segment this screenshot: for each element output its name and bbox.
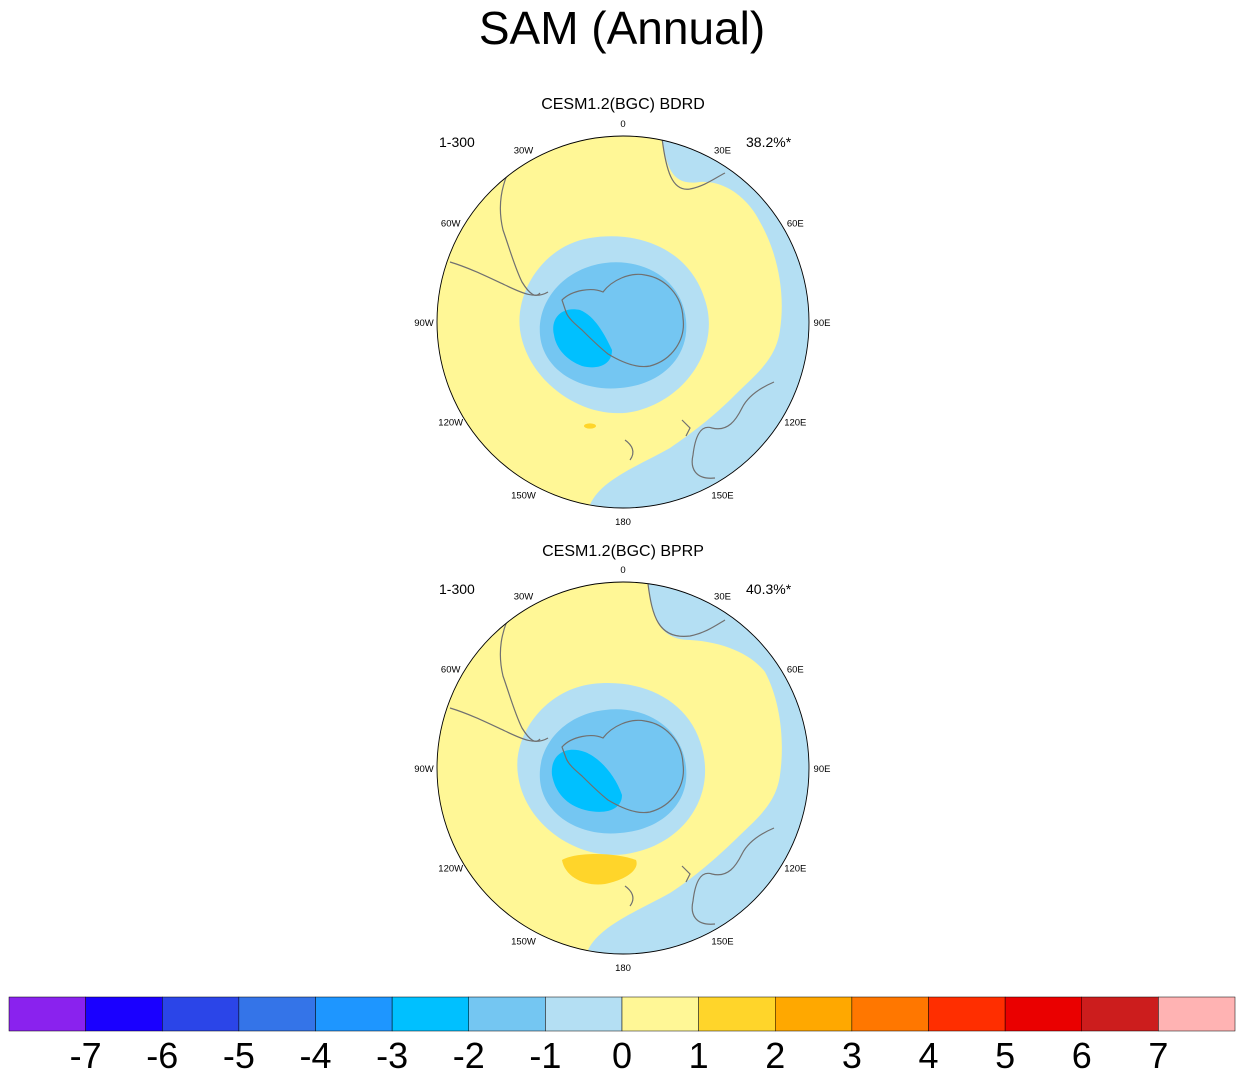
longitude-label: 60W	[441, 665, 461, 676]
panel-2-contour-plus1	[562, 854, 637, 885]
panel-1-negative-band	[590, 136, 809, 508]
colorbar-box	[775, 996, 853, 1032]
panel-2-negative-band	[588, 582, 809, 954]
panel-2-longitude-labels: 0 30E 60E 90E 120E 150E 180 150W 120W 90W 60W 30W	[414, 565, 830, 974]
colorbar-tick-label: 5	[995, 1035, 1015, 1076]
colorbar-tick-label: 6	[1072, 1035, 1092, 1076]
longitude-label: 180	[615, 517, 631, 528]
longitude-label: 90E	[814, 318, 831, 329]
panel-1-title: CESM1.2(BGC) BDRD	[541, 96, 705, 113]
panel-2-boundary	[436, 581, 810, 955]
longitude-label: 90E	[814, 764, 831, 775]
map-panel-1: CESM1.2(BGC) BDRD 1-300 38.2%* 0	[414, 96, 830, 528]
panel-1-map-fill	[437, 136, 809, 508]
colorbar-tick-label: 7	[1148, 1035, 1168, 1076]
panel-1-boundary	[436, 135, 810, 509]
colorbar-tick-label: -1	[529, 1035, 561, 1076]
colorbar-box	[545, 996, 623, 1032]
panel-2-right-label: 40.3%*	[746, 581, 792, 597]
longitude-label: 30E	[714, 146, 731, 157]
colorbar-box	[851, 996, 929, 1032]
colorbar-tick-label: -4	[299, 1035, 331, 1076]
colorbar-box	[315, 996, 393, 1032]
longitude-label: 120W	[438, 864, 463, 875]
longitude-label: 90W	[414, 318, 434, 329]
colorbar-tick-label: -5	[223, 1035, 255, 1076]
panel-2-coastlines	[449, 583, 775, 925]
longitude-label: 150W	[511, 490, 536, 501]
colorbar-tick-label: 0	[612, 1035, 632, 1076]
longitude-label: 180	[615, 963, 631, 974]
longitude-label: 60E	[787, 219, 804, 230]
panel-1-right-label: 38.2%*	[746, 134, 792, 150]
colorbar-box	[1158, 996, 1236, 1032]
panel-1-contour-plus1	[584, 423, 596, 429]
longitude-label: 90W	[414, 764, 434, 775]
panel-1-left-label: 1-300	[439, 134, 475, 150]
longitude-label: 150E	[711, 490, 733, 501]
longitude-label: 60W	[441, 219, 461, 230]
longitude-label: 150E	[711, 936, 733, 947]
colorbar-box	[1081, 996, 1159, 1032]
colorbar-tick-label: 2	[765, 1035, 785, 1076]
colorbar-tick-label: 3	[842, 1035, 862, 1076]
map-panel-2: CESM1.2(BGC) BPRP 1-300 40.3%* 0 30E 60E 90…	[414, 543, 830, 974]
panel-1-coastlines	[449, 137, 775, 479]
colorbar-box	[468, 996, 546, 1032]
colorbar-tick-label: 4	[918, 1035, 938, 1076]
colorbar-tick-label: 1	[689, 1035, 709, 1076]
panel-2-map-fill	[437, 582, 809, 954]
colorbar-box	[928, 996, 1006, 1032]
colorbar-box	[238, 996, 316, 1032]
colorbar-tick-label: -7	[70, 1035, 102, 1076]
longitude-label: 30W	[514, 146, 534, 157]
panel-2-left-label: 1-300	[439, 581, 475, 597]
longitude-label: 60E	[787, 665, 804, 676]
main-title: SAM (Annual)	[478, 2, 766, 54]
colorbar-tick-label: -2	[453, 1035, 485, 1076]
colorbar-box	[391, 996, 470, 1032]
panel-1-contour-minus3	[553, 309, 612, 368]
colorbar-box	[698, 996, 776, 1032]
longitude-label: 150W	[511, 936, 536, 947]
colorbar: -7 -6 -5 -4 -3 -2 -1 0 1 2 3 4 5 6 7	[8, 996, 1236, 1076]
longitude-label: 120E	[784, 864, 806, 875]
longitude-label: 30W	[514, 592, 534, 603]
panel-1-longitude-labels: 0 30E 60E 90E 120E 150E 180 150W 120W 90W 60W 30W	[414, 119, 830, 528]
longitude-label: 30E	[714, 592, 731, 603]
longitude-label: 120E	[784, 418, 806, 429]
longitude-label: 0	[620, 119, 625, 130]
colorbar-box	[1004, 996, 1083, 1032]
longitude-label: 120W	[438, 418, 463, 429]
longitude-label: 0	[620, 565, 625, 576]
colorbar-tick-label: -3	[376, 1035, 408, 1076]
colorbar-box	[8, 996, 86, 1032]
colorbar-box	[621, 996, 699, 1032]
colorbar-box	[85, 996, 163, 1032]
colorbar-box	[162, 996, 240, 1032]
panel-2-title: CESM1.2(BGC) BPRP	[542, 543, 704, 560]
colorbar-tick-label: -6	[146, 1035, 178, 1076]
